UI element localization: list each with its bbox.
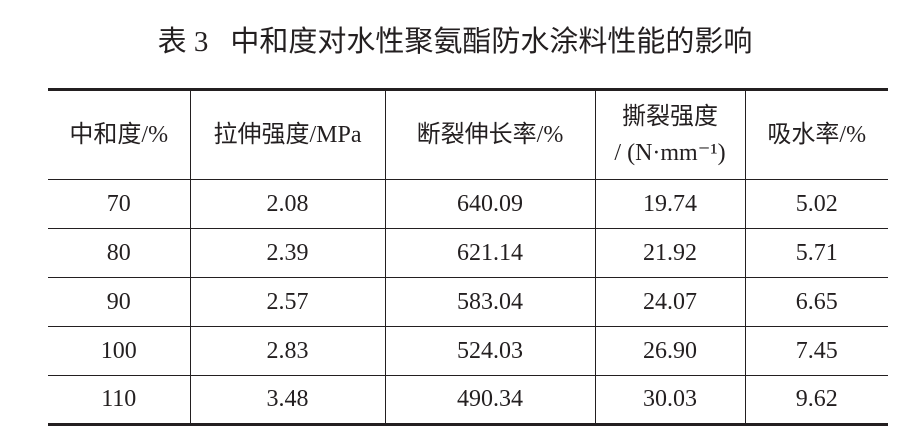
table-row: 110 3.48 490.34 30.03 9.62 [48, 375, 888, 425]
header-cell: 吸水率/% [744, 89, 888, 180]
table-cell: 490.34 [384, 375, 595, 425]
table-row: 70 2.08 640.09 19.74 5.02 [48, 179, 888, 229]
table-cell: 110 [101, 386, 137, 412]
table-cell: 70 [106, 190, 131, 217]
table-cell: 100 [100, 337, 137, 364]
header-row: 中和度/% 拉伸强度/MPa 断裂伸长率/% 撕裂强度 / (N·mm⁻¹) 吸水率/% [48, 89, 888, 180]
header-cell: 撕裂强度 / (N·mm⁻¹) [594, 89, 745, 180]
header-cell: 断裂伸长率/% [384, 89, 595, 180]
table-cell: 583.04 [384, 277, 595, 327]
table-cell: 24.07 [594, 277, 745, 327]
table-header: 中和度/% 拉伸强度/MPa 断裂伸长率/% 撕裂强度 / (N·mm⁻¹) 吸水率/% [48, 89, 888, 180]
header-cell: 中和度/% [69, 122, 169, 148]
title-text: 中和度对水性聚氨酯防水涂料性能的影响 [230, 26, 753, 58]
table-cell: 7.45 [744, 326, 888, 376]
header-cell: 拉伸强度/MPa [189, 89, 385, 180]
table-cell: 5.71 [744, 228, 888, 278]
table-cell: 90 [106, 288, 131, 315]
table-title: 表 3 中和度对水性聚氨酯防水涂料性能的影响 [0, 18, 910, 60]
table-cell: 30.03 [594, 375, 745, 425]
table-row: 100 2.83 524.03 26.90 7.45 [48, 326, 888, 376]
header-line: 撕裂强度 [622, 104, 718, 130]
table-cell: 3.48 [189, 375, 385, 425]
table-cell: 621.14 [384, 228, 595, 278]
data-table: 中和度/% 拉伸强度/MPa 断裂伸长率/% 撕裂强度 / (N·mm⁻¹) 吸水率/% … [48, 88, 888, 426]
table-cell: 80 [106, 239, 131, 266]
table-cell: 5.02 [744, 179, 888, 229]
table-cell: 2.57 [189, 277, 385, 327]
table-row: 90 2.57 583.04 24.07 6.65 [48, 277, 888, 327]
table-cell: 2.83 [189, 326, 385, 376]
header-line: / (N·mm⁻¹) [614, 140, 726, 166]
table-cell: 2.39 [189, 228, 385, 278]
table-cell: 640.09 [384, 179, 595, 229]
table-cell: 26.90 [594, 326, 745, 376]
table-row: 80 2.39 621.14 21.92 5.71 [48, 228, 888, 278]
table-cell: 524.03 [384, 326, 595, 376]
table-cell: 21.92 [594, 228, 745, 278]
table-label: 表 3 [157, 26, 209, 58]
table-cell: 9.62 [744, 375, 888, 425]
table-body: 70 2.08 640.09 19.74 5.02 80 2.39 621.14 21.92 5.… [48, 179, 888, 425]
table-cell: 2.08 [189, 179, 385, 229]
table-cell: 19.74 [594, 179, 745, 229]
table-cell: 6.65 [744, 277, 888, 327]
